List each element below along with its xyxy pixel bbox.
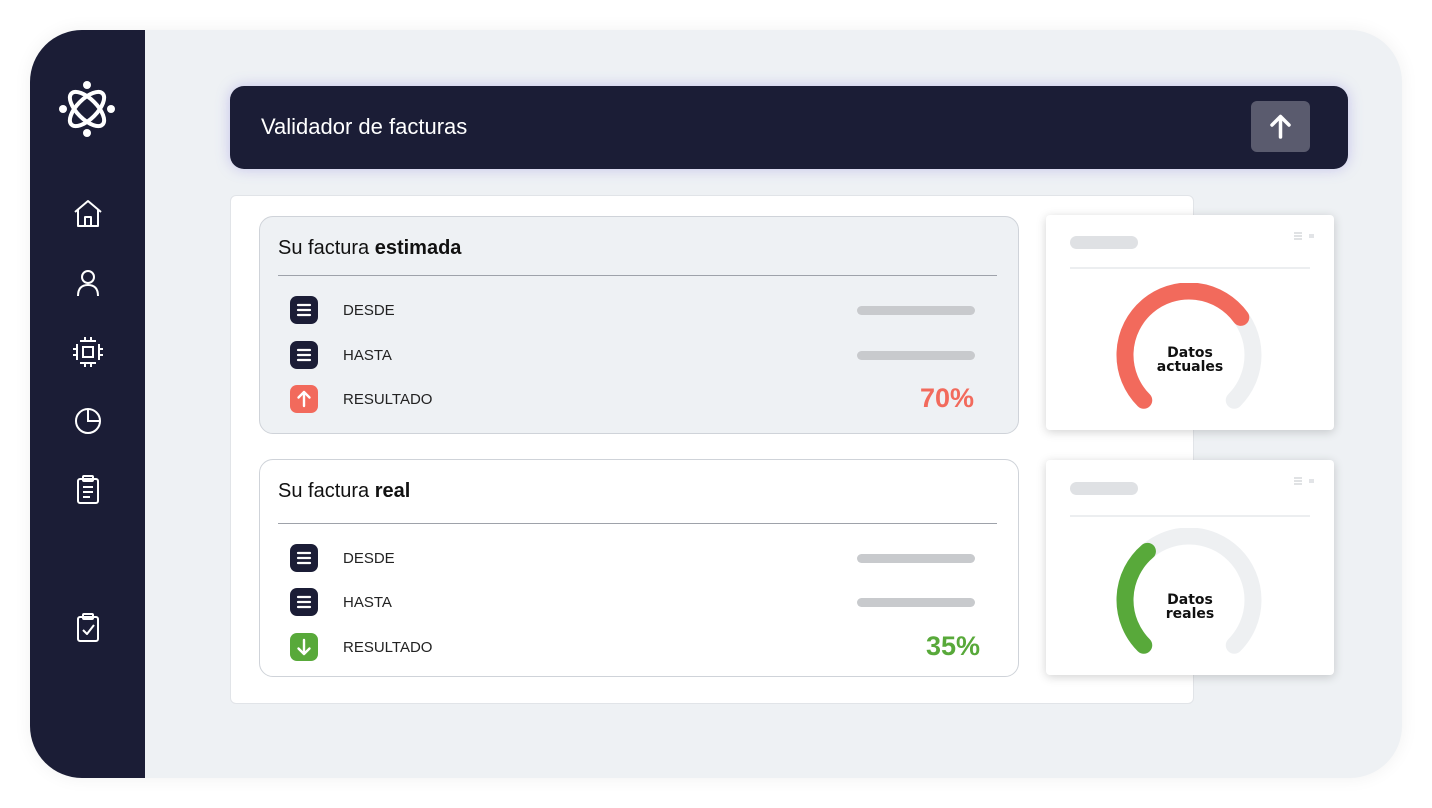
value-placeholder-bar — [857, 351, 975, 360]
title-prefix: Su factura — [278, 237, 375, 259]
gauge-label: Datos — [1167, 345, 1213, 361]
row-hasta: HASTA — [290, 588, 1018, 616]
menu-icon[interactable] — [1292, 476, 1316, 486]
title-placeholder — [1070, 482, 1138, 495]
upload-button[interactable] — [1251, 101, 1310, 152]
value-placeholder-bar — [857, 554, 975, 563]
divider — [278, 275, 997, 276]
user-icon[interactable] — [71, 266, 105, 300]
row-label: RESULTADO — [343, 391, 433, 408]
row-resultado: RESULTADO 70% — [290, 383, 1018, 413]
gauge-chart — [1116, 528, 1262, 654]
row-label: DESDE — [343, 550, 395, 567]
atom-logo-icon — [58, 80, 116, 138]
title-prefix: Su factura — [278, 480, 375, 502]
title-emphasis: estimada — [374, 237, 462, 259]
estimated-invoice-title: Su factura estimada — [278, 237, 461, 260]
gauge-label: Datos — [1167, 592, 1213, 608]
clipboard-check-icon[interactable] — [71, 611, 105, 645]
list-icon — [290, 341, 318, 369]
home-icon[interactable] — [71, 197, 105, 231]
list-icon — [290, 544, 318, 572]
gauge-fill — [1116, 542, 1156, 654]
list-icon — [290, 296, 318, 324]
list-icon — [290, 588, 318, 616]
real-invoice-title: Su factura real — [278, 480, 410, 503]
title-placeholder — [1070, 236, 1138, 249]
gauge-card-actuales: Datos actuales — [1046, 215, 1334, 430]
row-desde: DESDE — [290, 296, 1018, 324]
row-label: HASTA — [343, 594, 392, 611]
gauge-label: reales — [1165, 606, 1215, 622]
page-title: Validador de facturas — [261, 114, 468, 139]
pie-chart-icon[interactable] — [71, 404, 105, 438]
estimated-invoice-card: Su factura estimada DESDE HASTA — [259, 216, 1019, 434]
menu-icon[interactable] — [1292, 231, 1316, 241]
gauge-label: actuales — [1156, 359, 1224, 375]
row-label: RESULTADO — [343, 639, 433, 656]
row-resultado: RESULTADO 35% — [290, 631, 1018, 661]
gauge-card-reales: Datos reales — [1046, 460, 1334, 675]
sidebar — [30, 30, 145, 778]
app-window: Validador de facturas Su factura estimad… — [30, 30, 1402, 778]
result-percentage: 70% — [920, 383, 975, 413]
arrow-down-icon — [290, 633, 318, 661]
content-panel: Su factura estimada DESDE HASTA — [230, 195, 1194, 704]
title-emphasis: real — [374, 480, 411, 502]
real-invoice-card: Su factura real DESDE HASTA — [259, 459, 1019, 677]
row-label: HASTA — [343, 347, 392, 364]
divider — [278, 523, 997, 524]
value-placeholder-bar — [857, 306, 975, 315]
arrow-up-icon — [290, 385, 318, 413]
clipboard-list-icon[interactable] — [71, 473, 105, 507]
result-percentage: 35% — [926, 631, 981, 661]
divider — [1070, 515, 1310, 517]
gauge-fill — [1116, 283, 1250, 409]
divider — [1070, 267, 1310, 269]
arrow-up-icon — [1270, 114, 1291, 139]
gauge-chart — [1116, 283, 1262, 409]
row-desde: DESDE — [290, 544, 1018, 572]
header-bar: Validador de facturas — [230, 86, 1348, 169]
value-placeholder-bar — [857, 598, 975, 607]
row-label: DESDE — [343, 302, 395, 319]
row-hasta: HASTA — [290, 341, 1018, 369]
chip-icon[interactable] — [71, 335, 105, 369]
